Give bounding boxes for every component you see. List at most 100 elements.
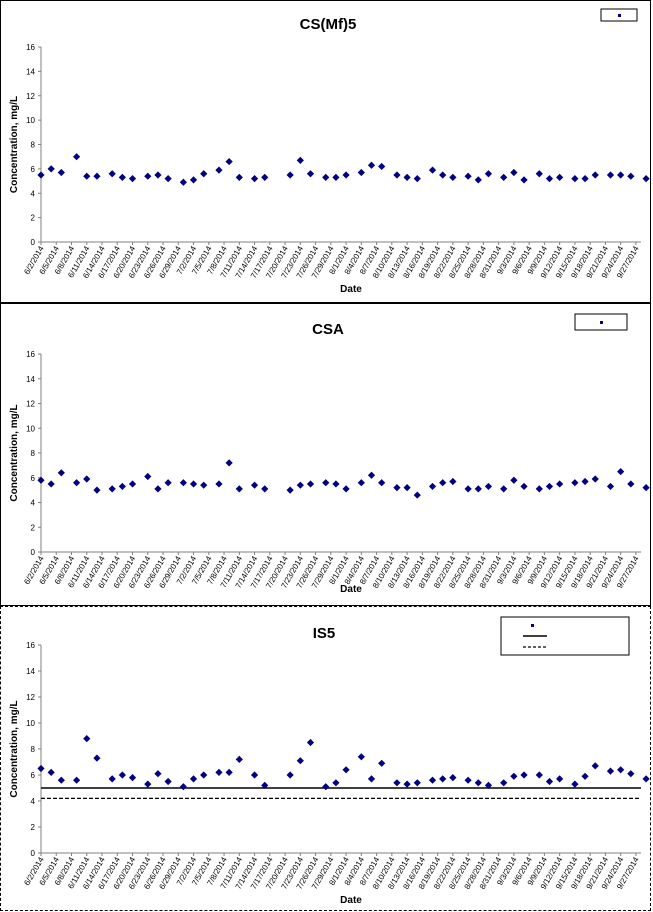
data-point bbox=[428, 776, 437, 784]
data-point bbox=[128, 480, 137, 488]
data-point bbox=[367, 471, 376, 479]
chart-title: CS(Mf)5 bbox=[300, 16, 357, 33]
data-point bbox=[83, 172, 91, 180]
data-point bbox=[642, 175, 650, 183]
data-point bbox=[72, 153, 81, 161]
data-point bbox=[250, 481, 259, 489]
data-point bbox=[189, 775, 198, 783]
data-point bbox=[500, 779, 508, 787]
y-tick-label: 12 bbox=[26, 92, 35, 101]
y-tick-label: 12 bbox=[26, 400, 35, 409]
data-point bbox=[47, 480, 55, 488]
y-tick-label: 14 bbox=[26, 667, 35, 676]
data-point bbox=[261, 173, 269, 182]
y-tick-label: 8 bbox=[31, 449, 36, 458]
y-tick-label: 0 bbox=[31, 849, 36, 858]
y-tick-label: 2 bbox=[31, 823, 36, 832]
y-tick-label: 4 bbox=[31, 499, 36, 508]
data-point bbox=[545, 175, 554, 183]
data-point bbox=[93, 486, 101, 494]
data-point bbox=[484, 482, 493, 491]
data-point bbox=[93, 172, 101, 180]
data-point bbox=[393, 171, 401, 179]
data-point bbox=[571, 479, 579, 487]
data-point bbox=[332, 779, 340, 787]
y-tick-label: 6 bbox=[31, 474, 36, 483]
data-point bbox=[428, 166, 437, 174]
data-point bbox=[144, 172, 152, 180]
data-point bbox=[581, 477, 589, 486]
data-point bbox=[215, 480, 223, 488]
data-point bbox=[378, 479, 386, 487]
data-point bbox=[215, 768, 223, 776]
data-point bbox=[179, 479, 187, 487]
data-point bbox=[306, 170, 315, 178]
data-point bbox=[571, 780, 579, 788]
data-point bbox=[189, 176, 198, 184]
y-tick-label: 4 bbox=[31, 797, 36, 806]
data-point bbox=[154, 485, 162, 493]
data-point bbox=[47, 768, 55, 776]
data-point bbox=[403, 780, 411, 788]
y-tick-label: 0 bbox=[31, 238, 36, 247]
data-point bbox=[296, 481, 304, 489]
data-point bbox=[449, 774, 457, 782]
chart-2-svg: CSA02468101214166/2/20146/5/20146/8/2014… bbox=[9, 313, 650, 595]
data-point bbox=[591, 762, 599, 770]
data-point bbox=[164, 479, 172, 487]
data-point bbox=[57, 168, 65, 177]
data-point bbox=[306, 738, 315, 747]
y-tick-label: 10 bbox=[26, 424, 35, 433]
data-point bbox=[296, 757, 304, 765]
data-point bbox=[393, 484, 401, 492]
data-point bbox=[403, 484, 411, 492]
data-point bbox=[581, 772, 589, 780]
data-point bbox=[449, 477, 457, 486]
data-point bbox=[108, 170, 116, 178]
data-point bbox=[322, 783, 330, 791]
data-point bbox=[189, 480, 198, 488]
data-point bbox=[108, 485, 116, 493]
data-point bbox=[510, 772, 518, 780]
data-point bbox=[286, 486, 294, 494]
data-point bbox=[250, 771, 259, 779]
data-point bbox=[500, 485, 508, 493]
data-point bbox=[510, 476, 518, 484]
data-point bbox=[154, 171, 162, 179]
chart-panel-2: CSA 0 2 4 6 8 10 12 14 16 6/2/2014 6/5/2014 6/8/2014… bbox=[0, 303, 651, 606]
data-point bbox=[367, 775, 376, 783]
data-point bbox=[606, 171, 615, 179]
y-tick-label: 2 bbox=[31, 214, 36, 223]
data-point bbox=[72, 479, 81, 487]
data-point bbox=[642, 775, 650, 783]
data-point bbox=[413, 491, 421, 499]
data-point bbox=[286, 771, 294, 779]
data-point bbox=[118, 771, 126, 779]
data-point bbox=[144, 780, 152, 788]
y-tick-label: 8 bbox=[31, 745, 36, 754]
data-point bbox=[474, 176, 482, 184]
y-tick-label: 6 bbox=[31, 165, 36, 174]
data-point bbox=[144, 472, 152, 481]
data-point bbox=[37, 171, 45, 179]
data-point bbox=[545, 482, 554, 491]
data-point bbox=[128, 175, 137, 183]
data-point bbox=[449, 173, 457, 182]
data-point bbox=[179, 783, 187, 791]
data-point bbox=[57, 776, 65, 784]
data-point bbox=[545, 777, 554, 786]
data-point bbox=[393, 779, 401, 787]
data-point bbox=[200, 481, 208, 489]
chart-title: IS5 bbox=[313, 625, 336, 642]
data-point bbox=[332, 480, 340, 488]
data-point bbox=[535, 170, 543, 178]
data-point bbox=[591, 475, 599, 483]
data-point bbox=[154, 770, 162, 778]
data-point bbox=[520, 771, 528, 779]
data-point bbox=[428, 482, 437, 491]
data-point bbox=[535, 771, 543, 779]
data-point bbox=[474, 485, 482, 493]
data-point bbox=[520, 176, 528, 184]
data-point bbox=[606, 482, 615, 491]
data-point bbox=[118, 173, 126, 182]
